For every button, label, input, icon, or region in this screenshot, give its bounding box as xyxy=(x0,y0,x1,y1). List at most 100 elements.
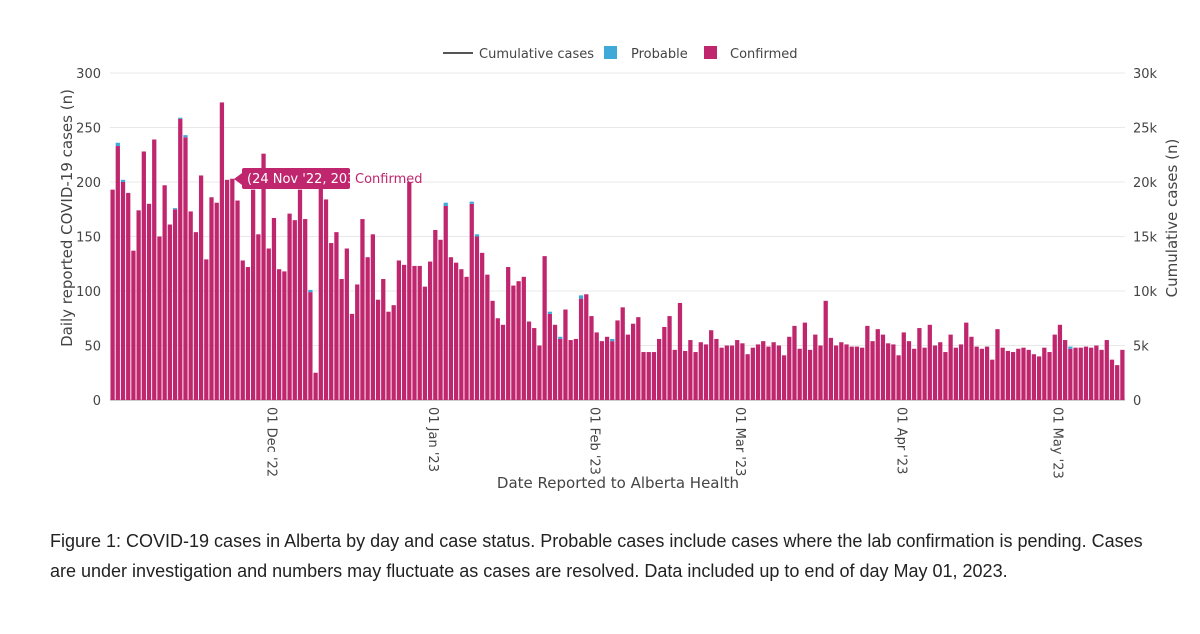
bar-confirmed[interactable] xyxy=(693,352,698,400)
bar-confirmed[interactable] xyxy=(818,345,823,401)
bar-confirmed[interactable] xyxy=(901,332,906,400)
bar-confirmed[interactable] xyxy=(995,329,1000,400)
bar-confirmed[interactable] xyxy=(183,137,188,400)
bar-confirmed[interactable] xyxy=(969,336,974,400)
bar-confirmed[interactable] xyxy=(209,197,214,400)
bar-confirmed[interactable] xyxy=(172,209,178,400)
bar-confirmed[interactable] xyxy=(193,232,199,400)
bar-confirmed[interactable] xyxy=(1052,334,1057,400)
bar-confirmed[interactable] xyxy=(620,307,625,400)
bar-confirmed[interactable] xyxy=(1042,347,1047,400)
bar-series[interactable] xyxy=(110,102,1125,401)
bar-confirmed[interactable] xyxy=(1115,365,1120,400)
bar-confirmed[interactable] xyxy=(162,185,167,400)
bar-probable[interactable] xyxy=(172,208,178,210)
bar-confirmed[interactable] xyxy=(709,330,714,400)
bar-confirmed[interactable] xyxy=(792,325,797,400)
bar-confirmed[interactable] xyxy=(516,281,521,400)
bar-probable[interactable] xyxy=(578,295,584,299)
bar-confirmed[interactable] xyxy=(157,236,162,401)
bar-probable[interactable] xyxy=(443,202,448,206)
bar-confirmed[interactable] xyxy=(891,344,896,400)
bar-confirmed[interactable] xyxy=(1099,349,1104,400)
bar-confirmed[interactable] xyxy=(287,213,292,400)
bar-confirmed[interactable] xyxy=(500,324,506,400)
bar-confirmed[interactable] xyxy=(594,332,599,400)
bar-confirmed[interactable] xyxy=(724,345,729,401)
bar-confirmed[interactable] xyxy=(329,243,334,400)
bar-confirmed[interactable] xyxy=(542,256,547,400)
bar-confirmed[interactable] xyxy=(604,336,610,400)
bar-confirmed[interactable] xyxy=(599,341,605,400)
legend-label-probable[interactable]: Probable xyxy=(631,47,688,62)
bar-confirmed[interactable] xyxy=(412,265,417,400)
bar-confirmed[interactable] xyxy=(407,182,412,400)
bar-confirmed[interactable] xyxy=(1068,348,1073,400)
bar-confirmed[interactable] xyxy=(807,349,813,400)
bar-confirmed[interactable] xyxy=(1109,359,1115,400)
bar-confirmed[interactable] xyxy=(1031,354,1037,400)
bar-probable[interactable] xyxy=(558,336,563,339)
bar-confirmed[interactable] xyxy=(964,322,969,400)
bar-confirmed[interactable] xyxy=(235,200,240,400)
bar-confirmed[interactable] xyxy=(204,259,209,400)
bar-confirmed[interactable] xyxy=(984,346,990,400)
bar-confirmed[interactable] xyxy=(1021,347,1026,400)
bar-confirmed[interactable] xyxy=(677,302,683,400)
bar-confirmed[interactable] xyxy=(979,348,984,400)
bar-confirmed[interactable] xyxy=(1078,347,1083,400)
bar-confirmed[interactable] xyxy=(870,341,875,400)
bar-confirmed[interactable] xyxy=(480,252,485,400)
bar-confirmed[interactable] xyxy=(219,102,225,401)
bar-confirmed[interactable] xyxy=(167,224,172,400)
bar-confirmed[interactable] xyxy=(349,313,355,400)
bar-confirmed[interactable] xyxy=(683,350,688,400)
bar-confirmed[interactable] xyxy=(448,257,454,400)
bar-confirmed[interactable] xyxy=(474,236,480,401)
bar-confirmed[interactable] xyxy=(657,338,662,400)
bar-confirmed[interactable] xyxy=(271,217,277,400)
bar-confirmed[interactable] xyxy=(948,334,953,400)
bar-confirmed[interactable] xyxy=(131,250,136,400)
bar-confirmed[interactable] xyxy=(672,349,677,400)
bar-confirmed[interactable] xyxy=(427,261,433,400)
bar-confirmed[interactable] xyxy=(558,338,563,400)
bar-confirmed[interactable] xyxy=(396,260,402,400)
bar-confirmed[interactable] xyxy=(589,316,594,400)
bar-confirmed[interactable] xyxy=(953,347,958,400)
bar-confirmed[interactable] xyxy=(662,326,667,400)
bar-confirmed[interactable] xyxy=(849,346,854,400)
bar-confirmed[interactable] xyxy=(755,344,761,400)
bar-confirmed[interactable] xyxy=(251,189,256,400)
bar-confirmed[interactable] xyxy=(703,344,709,400)
bar-confirmed[interactable] xyxy=(615,320,620,400)
bar-confirmed[interactable] xyxy=(178,118,183,400)
bar-probable[interactable] xyxy=(308,289,313,293)
bar-confirmed[interactable] xyxy=(1120,349,1125,400)
bar-confirmed[interactable] xyxy=(381,279,386,400)
bar-confirmed[interactable] xyxy=(797,348,802,400)
bar-confirmed[interactable] xyxy=(454,262,459,400)
bar-confirmed[interactable] xyxy=(532,328,537,400)
bar-confirmed[interactable] xyxy=(922,347,927,400)
bar-confirmed[interactable] xyxy=(313,372,318,400)
bar-confirmed[interactable] xyxy=(932,345,938,401)
bar-confirmed[interactable] xyxy=(526,321,532,400)
bar-confirmed[interactable] xyxy=(886,343,891,400)
bar-confirmed[interactable] xyxy=(1026,349,1031,400)
bar-confirmed[interactable] xyxy=(776,345,781,401)
bar-confirmed[interactable] xyxy=(433,229,438,400)
bar-confirmed[interactable] xyxy=(974,346,979,400)
bar-confirmed[interactable] xyxy=(537,345,542,401)
bar-confirmed[interactable] xyxy=(896,355,901,400)
bar-confirmed[interactable] xyxy=(146,203,152,400)
bar-confirmed[interactable] xyxy=(719,347,724,400)
bar-confirmed[interactable] xyxy=(1104,340,1109,400)
bar-confirmed[interactable] xyxy=(844,344,849,400)
bar-confirmed[interactable] xyxy=(152,139,157,401)
bar-confirmed[interactable] xyxy=(443,205,448,400)
bar-confirmed[interactable] xyxy=(495,318,500,400)
bar-confirmed[interactable] xyxy=(698,342,703,400)
bar-probable[interactable] xyxy=(1068,346,1073,349)
bar-confirmed[interactable] xyxy=(761,341,766,400)
